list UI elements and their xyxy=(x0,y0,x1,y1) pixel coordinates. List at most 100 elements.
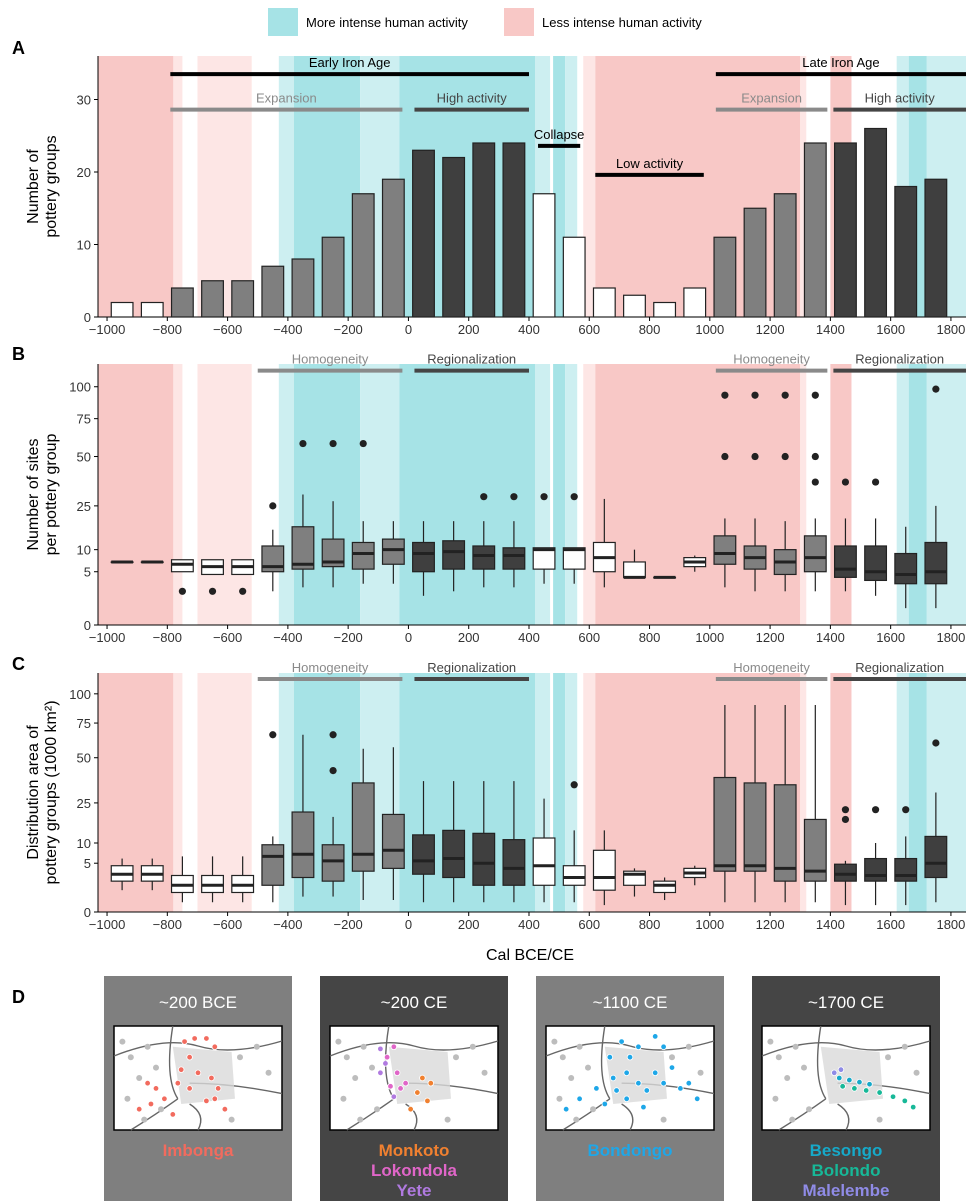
river-line xyxy=(621,1103,634,1131)
x-tick-label: 1200 xyxy=(756,917,785,932)
x-tick-label: 0 xyxy=(405,630,412,645)
box xyxy=(833,545,857,578)
group-site-dot xyxy=(194,1069,202,1076)
river-line xyxy=(130,1098,179,1131)
site-dot xyxy=(360,1043,367,1050)
x-tick-label: −600 xyxy=(213,322,242,337)
y-axis-label: Distribution area of xyxy=(25,725,42,860)
bar xyxy=(532,193,556,318)
bar xyxy=(412,149,435,318)
river-line xyxy=(405,1103,418,1131)
group-site-dot xyxy=(846,1076,853,1084)
site-dot xyxy=(559,1054,566,1061)
activity-band xyxy=(197,364,252,625)
box-outlier xyxy=(751,452,759,461)
group-site-dot xyxy=(836,1074,843,1082)
group-site-dot xyxy=(144,1079,151,1087)
box-outlier xyxy=(781,391,789,399)
box xyxy=(472,545,496,570)
group-site-dot xyxy=(618,1038,625,1045)
x-tick-label: −200 xyxy=(334,630,363,645)
phase-label: High activity xyxy=(437,91,508,106)
group-site-dot xyxy=(606,1053,614,1061)
group-site-dot xyxy=(177,1066,185,1073)
map-title: ~200 BCE xyxy=(159,993,237,1012)
bar xyxy=(140,301,164,318)
distribution-area xyxy=(388,1046,451,1104)
box xyxy=(743,782,767,872)
bar xyxy=(261,265,285,318)
site-dot xyxy=(124,1095,131,1102)
group-site-dot xyxy=(135,1105,143,1113)
box-outlier xyxy=(721,452,729,461)
group-site-dot xyxy=(394,1069,401,1076)
x-tick-label: 1200 xyxy=(756,322,785,337)
box-outlier xyxy=(721,391,729,399)
phase-label: Regionalization xyxy=(855,352,944,367)
site-dot xyxy=(119,1038,126,1045)
group-site-dot xyxy=(203,1097,210,1105)
x-tick-label: 1000 xyxy=(695,917,724,932)
group-site-dot xyxy=(601,1100,608,1108)
activity-band xyxy=(908,673,927,912)
group-site-dot xyxy=(901,1097,908,1105)
x-tick-label: 1000 xyxy=(695,322,724,337)
box xyxy=(321,538,345,568)
pottery-group-label: Bondongo xyxy=(588,1141,673,1160)
site-dot xyxy=(340,1095,347,1102)
y-tick-label: 0 xyxy=(84,905,91,920)
group-site-dot xyxy=(640,1103,647,1111)
activity-band xyxy=(173,56,183,317)
activity-band xyxy=(583,673,596,912)
bar xyxy=(773,193,797,318)
phase-label: Homogeneity xyxy=(733,352,810,367)
box-outlier xyxy=(329,767,337,775)
activity-band xyxy=(197,56,252,317)
activity-band xyxy=(830,673,852,912)
site-dot xyxy=(590,1106,597,1113)
site-dot xyxy=(669,1054,675,1061)
group-site-dot xyxy=(390,1043,398,1050)
group-site-dot xyxy=(866,1081,873,1088)
group-site-dot xyxy=(862,1087,870,1094)
site-dot xyxy=(158,1106,165,1113)
site-dot xyxy=(913,1069,920,1076)
box xyxy=(261,844,285,886)
box xyxy=(562,547,586,570)
site-dot xyxy=(806,1106,813,1113)
box xyxy=(412,834,435,875)
y-tick-label: 20 xyxy=(77,165,91,180)
box xyxy=(894,552,918,585)
bar xyxy=(110,301,134,318)
box xyxy=(532,837,556,886)
bar xyxy=(592,287,616,318)
legend-swatch-less xyxy=(504,8,534,36)
x-tick-label: 400 xyxy=(518,917,540,932)
x-tick-label: 0 xyxy=(405,322,412,337)
phase-label: Homogeneity xyxy=(292,352,369,367)
bar xyxy=(291,258,315,318)
activity-band xyxy=(278,56,294,317)
activity-band xyxy=(360,364,400,625)
site-dot xyxy=(136,1075,143,1081)
y-tick-label: 0 xyxy=(84,310,91,325)
site-dot xyxy=(784,1075,791,1081)
box-outlier xyxy=(208,587,217,595)
group-site-dot xyxy=(377,1045,384,1053)
site-dot xyxy=(885,1054,891,1061)
box xyxy=(351,782,375,872)
x-tick-label: −800 xyxy=(153,630,182,645)
group-site-dot xyxy=(593,1085,600,1092)
activity-band xyxy=(173,364,183,625)
phase-label: Regionalization xyxy=(427,660,516,675)
box-outlier xyxy=(359,439,367,448)
box xyxy=(713,776,737,872)
map-title: ~1700 CE xyxy=(808,993,884,1012)
x-tick-label: 600 xyxy=(578,630,600,645)
group-site-dot xyxy=(652,1069,659,1076)
bar xyxy=(472,142,496,318)
group-site-dot xyxy=(407,1105,414,1113)
panel-d: D ~200 BCE Imbonga ~200 CE MonkotoLokondola… xyxy=(12,976,940,1201)
x-tick-label: −600 xyxy=(213,917,242,932)
x-tick-label: 200 xyxy=(458,322,480,337)
